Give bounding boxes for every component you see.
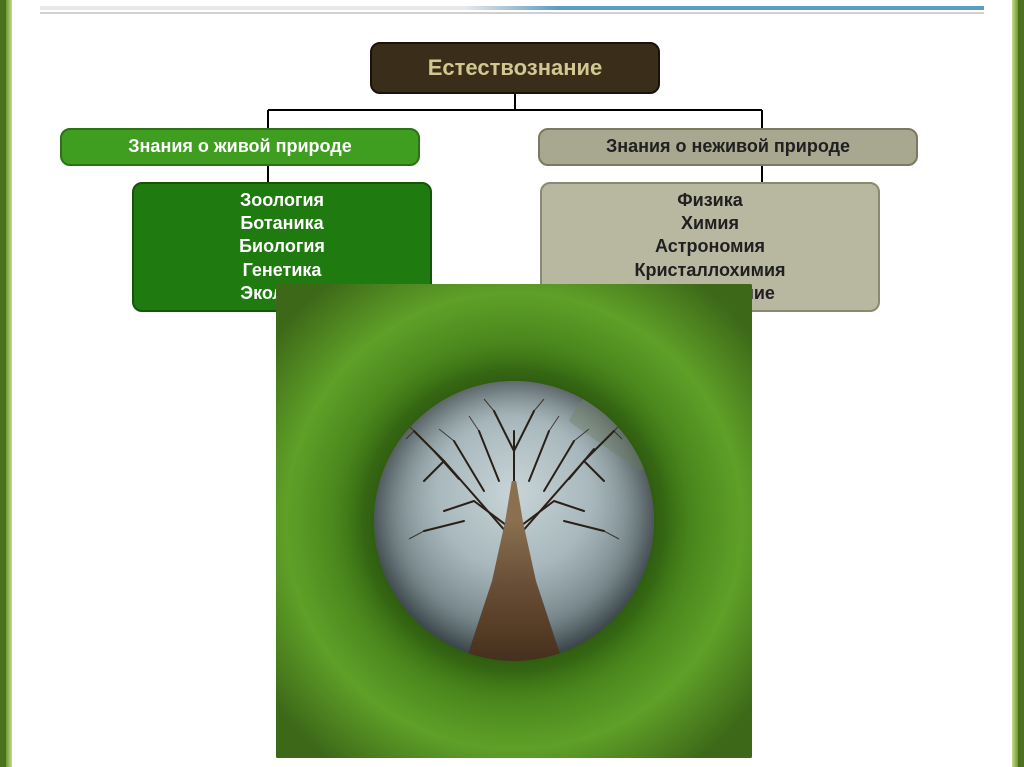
frame-right-outer xyxy=(1018,0,1024,767)
fisheye-circle xyxy=(374,381,654,661)
list-item: Зоология xyxy=(240,189,324,212)
branch-living-label: Знания о живой природе xyxy=(128,135,351,158)
top-accent-line xyxy=(40,6,984,10)
root-label: Естествознание xyxy=(428,54,603,83)
branch-nonliving-header: Знания о неживой природе xyxy=(538,128,918,166)
frame-right-inner xyxy=(1012,0,1018,767)
list-item: Биология xyxy=(239,235,325,258)
top-accent-line-2 xyxy=(40,12,984,14)
list-item: Астрономия xyxy=(655,235,765,258)
list-item: Химия xyxy=(681,212,739,235)
list-item: Кристаллохимия xyxy=(634,259,785,282)
branch-living-header: Знания о живой природе xyxy=(60,128,420,166)
center-nature-image xyxy=(276,284,752,758)
frame-left-inner xyxy=(6,0,12,767)
list-item: Ботаника xyxy=(240,212,323,235)
branch-nonliving-label: Знания о неживой природе xyxy=(606,135,850,158)
list-item: Физика xyxy=(677,189,742,212)
list-item: Генетика xyxy=(243,259,322,282)
root-node: Естествознание xyxy=(370,42,660,94)
